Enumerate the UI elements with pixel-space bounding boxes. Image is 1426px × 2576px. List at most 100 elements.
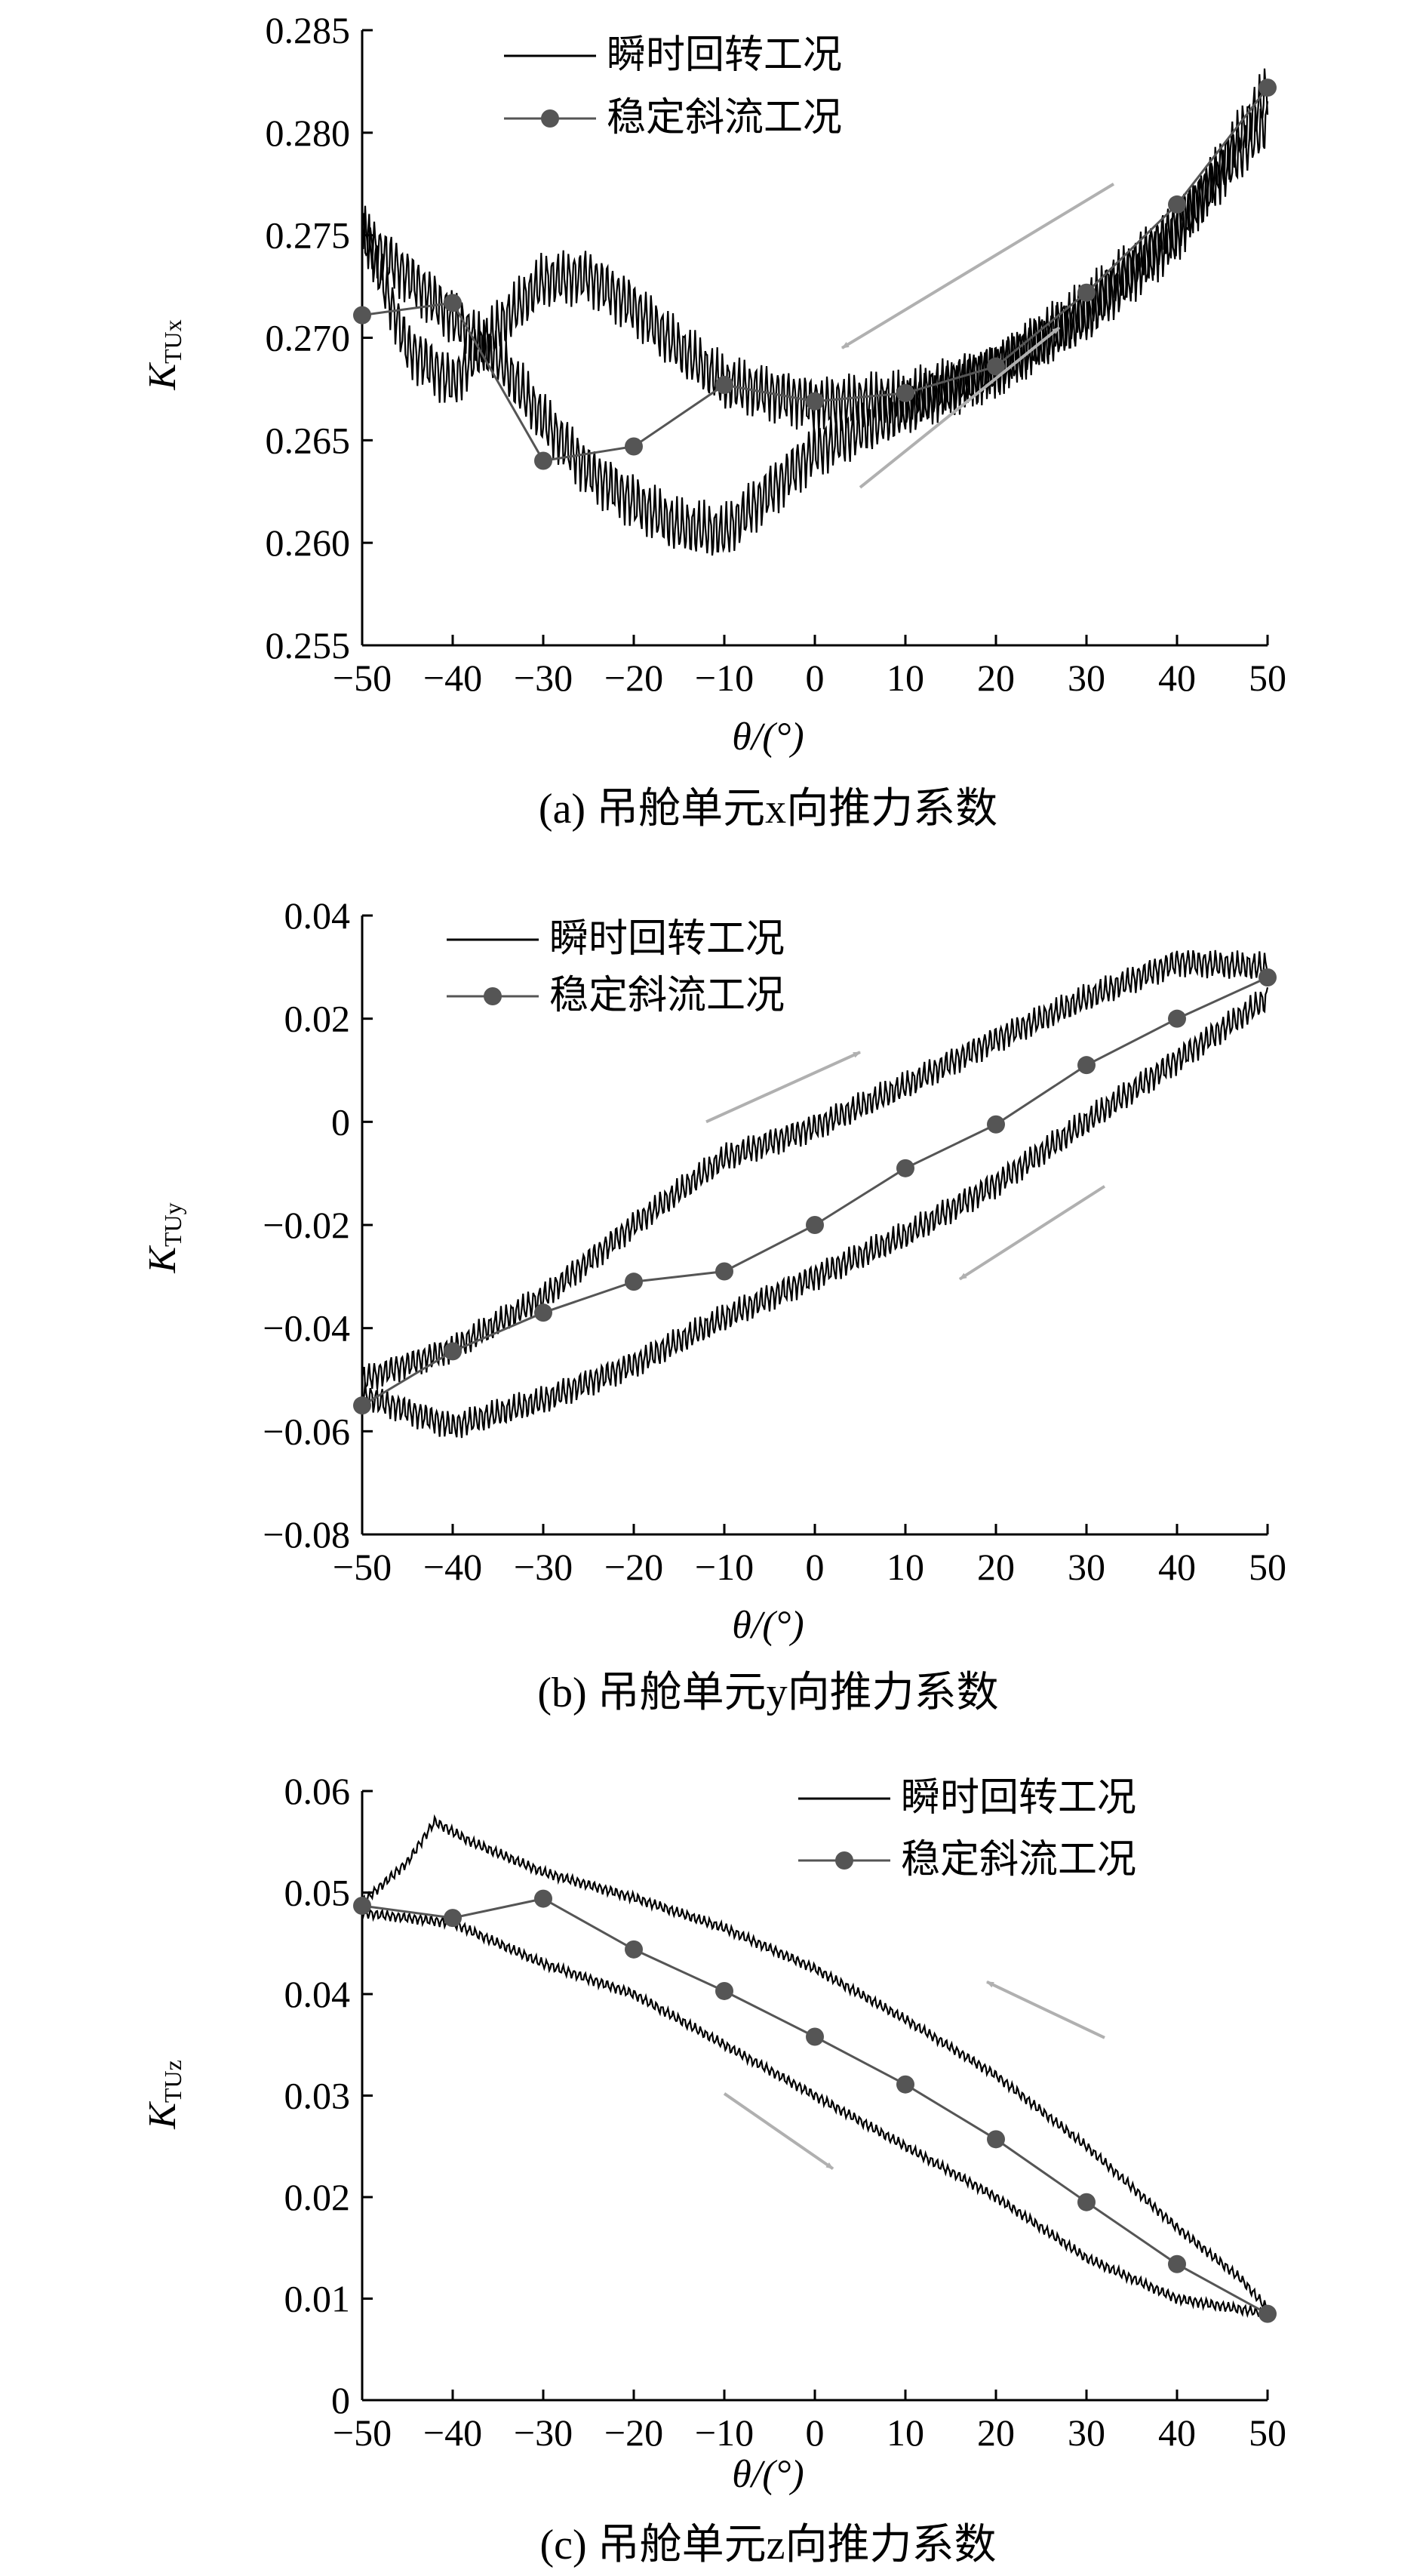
steady-point-a [353, 306, 371, 325]
x-tick-label-c: 30 [1068, 2411, 1105, 2454]
steady-point-c [715, 1981, 733, 2000]
legend-marker-steady-b [484, 987, 502, 1005]
y-axis-title-main-b: K [141, 1245, 184, 1274]
x-tick-label-c: 50 [1249, 2411, 1286, 2454]
steady-point-b [534, 1303, 552, 1322]
x-tick-label-a: 10 [887, 657, 924, 699]
x-axis-title-c: θ/(°) [732, 2453, 804, 2496]
x-tick-label-b: −20 [604, 1546, 663, 1588]
steady-point-b [1077, 1056, 1096, 1075]
x-tick-label-c: −20 [604, 2411, 663, 2454]
steady-point-c [1077, 2193, 1096, 2211]
y-tick-label-b: 0 [331, 1100, 350, 1143]
caption-a: (a) 吊舱单元x向推力系数 [539, 786, 997, 833]
x-tick-label-a: 20 [977, 657, 1015, 699]
y-axis-title-b: KTUy [141, 1202, 186, 1273]
legend-label-instant-a: 瞬时回转工况 [607, 34, 842, 77]
y-tick-label-b: 0.04 [284, 894, 351, 937]
y-axis-title-sub-c: TUz [159, 2060, 186, 2103]
steady-point-c [806, 2027, 824, 2046]
steady-point-a [1259, 78, 1277, 97]
legend-c: 瞬时回转工况 稳定斜流工况 [798, 1777, 1136, 1882]
x-tick-label-c: 10 [887, 2411, 924, 2454]
y-tick-label-b: −0.06 [263, 1410, 350, 1452]
y-tick-label-b: −0.04 [263, 1307, 350, 1350]
steady-point-a [896, 383, 914, 402]
x-tick-label-c: 20 [977, 2411, 1015, 2454]
steady-point-c [1168, 2254, 1186, 2273]
y-tick-label-a: 0.275 [266, 214, 351, 257]
y-tick-label-c: 0.03 [284, 2075, 351, 2117]
x-tick-label-b: 30 [1068, 1546, 1105, 1588]
y-axis-title-sub-b: TUy [159, 1202, 186, 1247]
y-axis-title-main-c: K [141, 2101, 184, 2130]
steady-point-b [987, 1115, 1005, 1134]
y-axis-title-c: KTUz [141, 2060, 186, 2130]
x-tick-label-a: −10 [695, 657, 754, 699]
legend-label-steady-c: 稳定斜流工况 [901, 1839, 1136, 1882]
y-tick-label-a: 0.265 [266, 419, 351, 461]
steady-point-c [534, 1889, 552, 1908]
y-tick-label-b: 0.02 [284, 998, 351, 1040]
steady-point-a [534, 451, 552, 470]
y-tick-label-a: 0.260 [266, 522, 351, 564]
y-tick-label-a: 0.280 [266, 112, 351, 154]
x-tick-label-b: −50 [333, 1546, 392, 1588]
direction-arrow-c-0 [986, 1980, 1105, 2039]
legend-label-steady-a: 稳定斜流工况 [607, 97, 842, 140]
steady-point-c [987, 2130, 1005, 2149]
x-tick-label-b: 50 [1249, 1546, 1286, 1588]
x-tick-label-a: −30 [514, 657, 573, 699]
y-tick-label-c: 0 [331, 2379, 350, 2421]
y-tick-label-b: −0.02 [263, 1204, 350, 1246]
steady-line-c [361, 1897, 1268, 2316]
x-tick-label-c: 0 [806, 2411, 825, 2454]
instant-line-b-decreasing [361, 986, 1269, 1439]
panel-b: −0.08 −0.06 −0.04 −0.02 0 0.02 0.04 −50 −40 −30 −2… [141, 894, 1286, 1716]
caption-c: (c) 吊舱单元z向推力系数 [539, 2522, 996, 2568]
y-axis-title-main-a: K [141, 362, 184, 391]
steady-point-b [896, 1159, 914, 1177]
caption-b: (b) 吊舱单元y向推力系数 [537, 1670, 998, 1716]
y-tick-label-c: 0.04 [284, 1973, 351, 2015]
y-tick-label-a: 0.255 [266, 624, 351, 666]
instant-line-c-upper [361, 1814, 1269, 2313]
y-tick-label-c: 0.01 [284, 2278, 351, 2320]
x-tick-label-b: 10 [887, 1546, 924, 1588]
instant-line-b-increasing [361, 949, 1269, 1390]
direction-arrow-b-1 [958, 1185, 1106, 1281]
y-tick-label-b: −0.08 [263, 1513, 350, 1556]
steady-point-a [625, 437, 643, 456]
plot-area-a: 0.255 0.260 0.265 0.270 0.275 0.280 0.285 −50 −4… [266, 9, 1287, 699]
steady-point-a [715, 375, 733, 394]
y-tick-label-c: 0.02 [284, 2176, 351, 2218]
panel-a: 0.255 0.260 0.265 0.270 0.275 0.280 0.285 −50 −4… [141, 9, 1286, 833]
direction-arrow-a-0 [841, 183, 1115, 349]
x-tick-label-b: −40 [423, 1546, 482, 1588]
x-tick-label-c: −10 [695, 2411, 754, 2454]
plot-area-b: −0.08 −0.06 −0.04 −0.02 0 0.02 0.04 −50 −40 −30 −2… [263, 894, 1286, 1588]
legend-b: 瞬时回转工况 稳定斜流工况 [447, 918, 785, 1017]
steady-point-a [987, 357, 1005, 376]
x-tick-label-a: 0 [806, 657, 825, 699]
steady-point-a [444, 294, 462, 312]
steady-point-c [625, 1940, 643, 1959]
y-tick-label-a: 0.285 [266, 9, 351, 51]
steady-point-c [444, 1909, 462, 1928]
instant-line-c-lower [361, 1907, 1268, 2319]
y-tick-label-c: 0.06 [284, 1770, 351, 1812]
steady-point-a [1077, 283, 1096, 302]
y-axis-title-a: KTUx [141, 319, 186, 390]
x-tick-label-b: 0 [806, 1546, 825, 1588]
direction-arrow-a-1 [859, 326, 1061, 489]
x-tick-label-a: 30 [1068, 657, 1105, 699]
direction-arrow-b-0 [705, 1051, 861, 1124]
steady-point-b [625, 1273, 643, 1291]
x-tick-label-c: −50 [333, 2411, 392, 2454]
x-tick-label-c: −30 [514, 2411, 573, 2454]
legend-marker-steady-c [835, 1851, 853, 1870]
x-tick-label-a: −40 [423, 657, 482, 699]
steady-point-c [353, 1896, 371, 1915]
x-tick-label-a: −20 [604, 657, 663, 699]
